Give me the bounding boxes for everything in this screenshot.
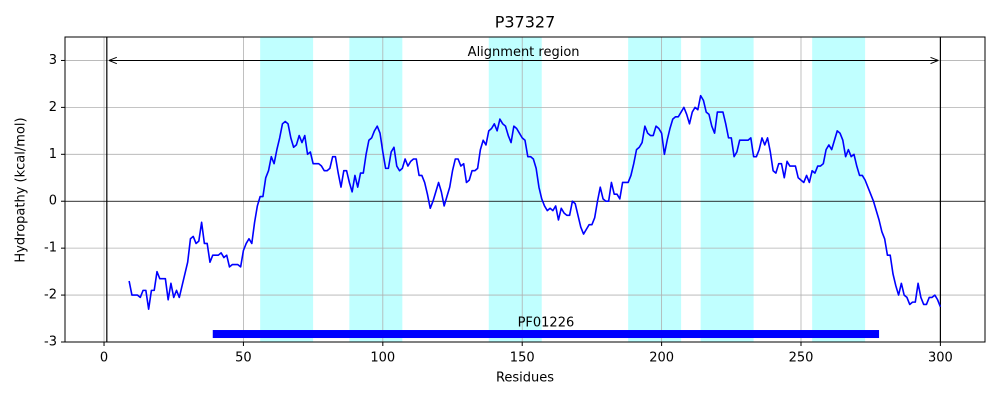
domain-label: PF01226 [518,316,575,331]
x-tick-label: 300 [928,351,953,366]
alignment-label: Alignment region [468,45,580,60]
plot-frame [64,36,986,343]
highlight-band [260,37,314,342]
y-tick-label: 0 [49,194,57,209]
y-axis-label: Hydropathy (kcal/mol) [14,117,29,262]
y-tick-label: -1 [44,241,57,256]
x-tick-label: 50 [235,351,252,366]
x-tick-label: 0 [100,351,108,366]
highlight-band [488,37,542,342]
highlight-band [349,37,403,342]
x-axis-label: Residues [496,371,554,386]
domain-bar [212,330,880,339]
highlight-band [812,37,866,342]
y-tick-label: 3 [49,53,57,68]
y-tick-label: 2 [49,100,57,115]
y-tick-label: -3 [44,335,57,350]
highlight-band [628,37,682,342]
chart-title: P37327 [495,13,556,32]
highlight-band [700,37,754,342]
x-tick-label: 200 [649,351,674,366]
x-tick-label: 100 [370,351,395,366]
y-tick-label: 1 [49,147,57,162]
y-tick-label: -2 [44,288,57,303]
hydropathy-line [128,94,942,310]
x-tick-label: 150 [510,351,535,366]
x-tick-label: 250 [789,351,814,366]
